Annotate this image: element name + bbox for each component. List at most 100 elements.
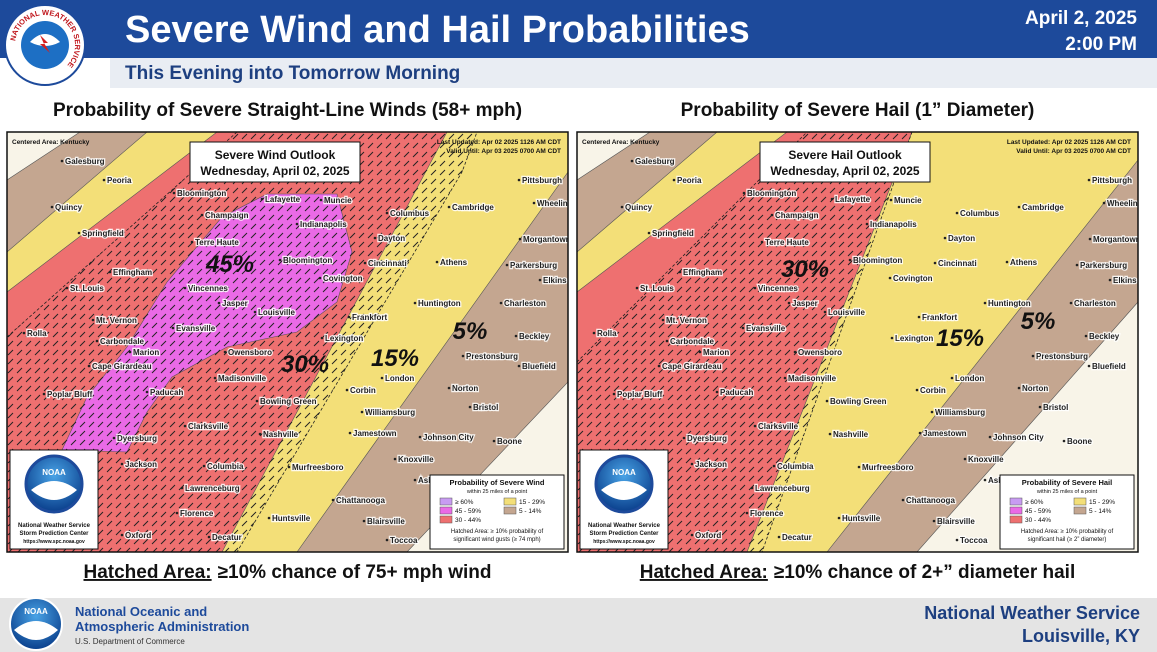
- noaa-line2: Storm Prediction Center: [19, 531, 89, 537]
- city-label: Jamestown: [353, 429, 397, 438]
- city-label: Murfreesboro: [862, 463, 914, 472]
- city-dot: [1084, 334, 1088, 338]
- legend-label: 5 - 14%: [1089, 508, 1112, 515]
- noaa-logo-text: NOAA: [42, 468, 66, 477]
- city-label: Bloomington: [177, 189, 226, 198]
- city-dot: [933, 261, 937, 265]
- city-dot: [393, 457, 397, 461]
- city-label: Champaign: [205, 211, 249, 220]
- legend-label: 30 - 44%: [455, 517, 481, 524]
- legend-label: 30 - 44%: [1025, 517, 1051, 524]
- outlook-date: Wednesday, April 02, 2025: [200, 164, 350, 178]
- city-label: Beckley: [519, 332, 550, 341]
- city-dot: [538, 278, 542, 282]
- city-label: Florence: [750, 509, 784, 518]
- noaa-gull: [31, 481, 77, 500]
- city-label: Frankfort: [922, 313, 957, 322]
- legend-note: significant wind gusts (≥ 74 mph): [453, 537, 540, 543]
- city-label: Galesburg: [65, 157, 105, 166]
- city-dot: [917, 315, 921, 319]
- city-dot: [630, 159, 634, 163]
- city-label: Elkins: [543, 276, 567, 285]
- city-dot: [657, 364, 661, 368]
- legend-subtitle: within 25 miles of a point: [466, 489, 528, 495]
- city-label: Madisonville: [788, 374, 837, 383]
- city-dot: [385, 538, 389, 542]
- city-label: Terre Haute: [765, 238, 809, 247]
- legend-swatch: [503, 497, 517, 506]
- city-label: Lawrenceburg: [185, 484, 240, 493]
- city-dot: [823, 310, 827, 314]
- city-label: Clarksville: [188, 422, 229, 431]
- caption-text: ≥10% chance of 75+ mph wind: [218, 562, 492, 583]
- city-dot: [950, 376, 954, 380]
- header-bar: [0, 0, 1157, 58]
- city-label: Parkersburg: [510, 261, 557, 270]
- city-label: Rolla: [597, 329, 617, 338]
- city-dot: [890, 336, 894, 340]
- city-label: Bluefield: [522, 362, 556, 371]
- city-label: Florence: [180, 509, 214, 518]
- city-label: Dyersburg: [117, 434, 157, 443]
- city-dot: [200, 213, 204, 217]
- city-label: Bowling Green: [260, 397, 317, 406]
- city-label: Jasper: [792, 299, 818, 308]
- city-dot: [223, 350, 227, 354]
- city-dot: [750, 486, 754, 490]
- city-label: Williamsburg: [365, 408, 415, 417]
- city-dot: [258, 432, 262, 436]
- city-dot: [418, 435, 422, 439]
- city-dot: [145, 390, 149, 394]
- city-label: Vincennes: [188, 284, 228, 293]
- city-dot: [108, 270, 112, 274]
- city-dot: [889, 198, 893, 202]
- city-label: Cincinnati: [368, 259, 407, 268]
- noaa-logo-text: NOAA: [612, 468, 636, 477]
- city-label: Prestonsburg: [466, 352, 518, 361]
- city-dot: [385, 211, 389, 215]
- city-dot: [217, 301, 221, 305]
- map-border: [576, 131, 1139, 553]
- noaa-gull: [601, 481, 647, 500]
- city-dot: [518, 237, 522, 241]
- valid-until: Valid Until: Apr 03 2025 0700 AM CDT: [1016, 148, 1131, 155]
- city-label: Mt. Vernon: [666, 316, 707, 325]
- risk-label: 30%: [781, 256, 829, 283]
- city-label: Beckley: [1089, 332, 1120, 341]
- city-dot: [413, 301, 417, 305]
- city-dot: [1017, 205, 1021, 209]
- outlook-title: Severe Wind Outlook: [215, 148, 336, 162]
- legend-label: 15 - 29%: [1089, 499, 1115, 506]
- noaa-line1: National Weather Service: [588, 523, 661, 529]
- noaa-url: https://www.spc.noaa.gov: [23, 539, 85, 545]
- city-dot: [690, 533, 694, 537]
- city-dot: [207, 535, 211, 539]
- city-dot: [848, 258, 852, 262]
- city-label: Paducah: [720, 388, 753, 397]
- risk-label: 15%: [936, 325, 984, 352]
- city-label: Lexington: [895, 334, 933, 343]
- city-label: Athens: [1010, 258, 1038, 267]
- city-dot: [320, 336, 324, 340]
- nws-logo: NATIONAL WEATHER SERVICE: [4, 4, 86, 86]
- city-dot: [830, 197, 834, 201]
- city-label: Muncie: [894, 196, 922, 205]
- city-label: Decatur: [782, 533, 812, 542]
- legend-swatch: [1073, 497, 1087, 506]
- city-label: Chattanooga: [336, 496, 385, 505]
- city-dot: [745, 511, 749, 515]
- city-label: Peoria: [107, 176, 132, 185]
- last-updated: Last Updated: Apr 02 2025 1126 AM CDT: [437, 139, 561, 146]
- city-dot: [1017, 386, 1021, 390]
- city-label: Carbondale: [100, 337, 145, 346]
- city-dot: [690, 462, 694, 466]
- city-dot: [435, 260, 439, 264]
- city-dot: [837, 516, 841, 520]
- city-dot: [963, 457, 967, 461]
- city-label: Williamsburg: [935, 408, 985, 417]
- legend-label: 15 - 29%: [519, 499, 545, 506]
- title: Severe Wind and Hail Probabilities: [125, 9, 750, 51]
- city-label: Morgantown: [523, 235, 571, 244]
- city-dot: [112, 436, 116, 440]
- city-dot: [180, 486, 184, 490]
